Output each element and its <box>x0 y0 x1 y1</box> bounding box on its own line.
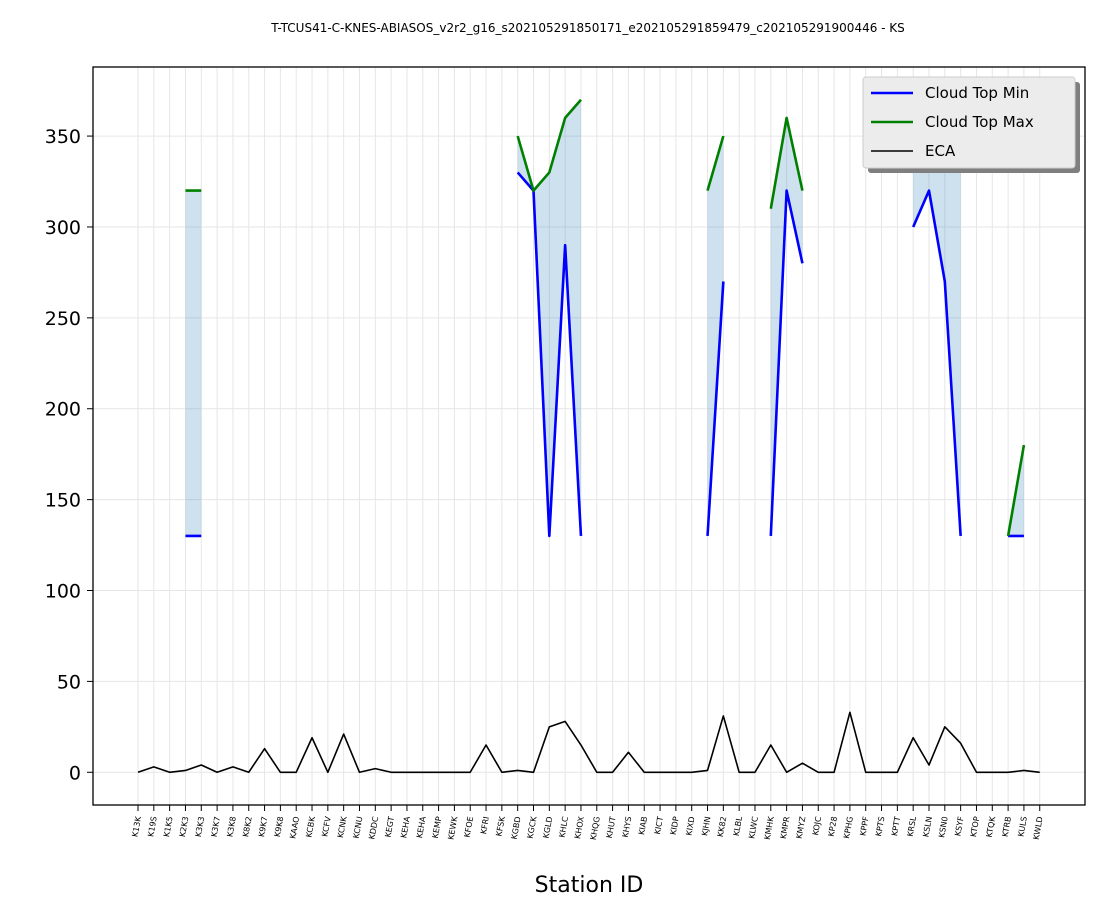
x-tick-label: KCBK <box>304 815 317 838</box>
x-tick-label: KTQK <box>985 815 998 838</box>
x-tick-label: KMHK <box>763 815 776 840</box>
x-tick-label: K2K3 <box>178 816 190 838</box>
x-axis-label: Station ID <box>535 873 644 898</box>
x-tick-label: KHYS <box>621 816 634 838</box>
x-tick-label: K8K2 <box>241 816 253 838</box>
y-tick-label: 300 <box>45 217 81 239</box>
x-tick-label: KWLD <box>1032 816 1045 841</box>
x-tick-label: KGCK <box>526 815 539 839</box>
x-tick-label: KMPR <box>779 815 792 839</box>
x-tick-label: KTOP <box>969 816 981 838</box>
x-axis: K13K K19S K1K5 K2K3 K3K3 K3K7 K3K8 K8K2 K9K7 K9K8… <box>131 805 1045 841</box>
x-tick-label: KSLN <box>922 816 934 838</box>
x-tick-label: K3K8 <box>225 816 237 838</box>
x-tick-label: KGBD <box>510 816 523 840</box>
x-tick-label: KIDP <box>669 816 681 836</box>
x-tick-label: KRSL <box>906 815 918 837</box>
x-tick-label: K9K8 <box>273 816 285 838</box>
series-line <box>706 281 725 537</box>
x-tick-label: KLWC <box>747 815 760 839</box>
x-tick-label: KULS <box>1016 816 1028 838</box>
x-tick-label: KIXD <box>684 816 696 837</box>
x-tick-label: KEGT <box>384 816 397 838</box>
x-tick-label: KEWK <box>446 815 459 840</box>
x-tick-label: KHOX <box>573 815 586 839</box>
series-line <box>516 98 582 192</box>
plot-frame <box>92 66 1086 806</box>
y-tick-label: 150 <box>45 490 81 512</box>
x-tick-label: KHLC <box>558 815 571 838</box>
y-tick-label: 250 <box>45 308 81 330</box>
x-tick-label: KLBL <box>732 815 744 836</box>
x-tick-label: KOJC <box>811 815 823 836</box>
x-tick-label: KJHN <box>700 816 712 837</box>
x-tick-label: K9K7 <box>257 816 269 838</box>
series-line <box>911 189 962 537</box>
x-tick-label: KCFV <box>320 815 333 837</box>
legend: Cloud Top Min Cloud Top Max ECA <box>862 76 1080 173</box>
series-line <box>137 711 1040 774</box>
x-tick-label: KPTS <box>874 816 886 837</box>
series-line <box>1006 444 1026 537</box>
y-tick-label: 350 <box>45 126 81 148</box>
x-tick-label: KHQG <box>589 816 602 841</box>
legend-label: Cloud Top Max <box>925 113 1034 131</box>
range-band <box>185 190 202 536</box>
x-tick-label: KMYZ <box>795 815 808 839</box>
x-tick-label: KCNU <box>352 816 365 840</box>
legend-label: Cloud Top Min <box>925 84 1029 102</box>
y-axis: 0 50 100 150 200 250 300 350 <box>45 126 93 784</box>
x-tick-label: KPPF <box>858 815 870 836</box>
legend-label: ECA <box>925 142 956 160</box>
y-tick-label: 0 <box>69 762 81 784</box>
series-line <box>706 135 725 191</box>
x-tick-label: KDDC <box>367 815 380 840</box>
x-tick-label: K3K3 <box>194 816 206 838</box>
x-tick-label: KSN0 <box>937 816 950 839</box>
range-band <box>707 136 724 536</box>
x-tick-label: KTRB <box>1001 816 1013 838</box>
series-line <box>769 116 804 210</box>
x-tick-label: K19S <box>146 816 158 838</box>
y-tick-label: 100 <box>45 581 81 603</box>
x-tick-label: KSYF <box>953 815 965 836</box>
x-tick-label: KEHA <box>415 815 428 839</box>
x-tick-label: KPHG <box>842 816 855 840</box>
x-tick-label: KFRI <box>479 816 491 835</box>
x-tick-label: KIAB <box>637 816 649 836</box>
x-tick-label: KAAO <box>288 816 301 840</box>
x-tick-label: KEMP <box>431 816 444 839</box>
x-tick-label: KK82 <box>716 816 728 838</box>
y-tick-label: 200 <box>45 399 81 421</box>
x-tick-label: KICT <box>653 816 665 835</box>
x-tick-label: KP28 <box>827 816 839 838</box>
x-tick-label: K3K7 <box>210 816 222 838</box>
x-tick-label: KHUT <box>605 816 618 839</box>
grid <box>93 67 1085 805</box>
x-tick-label: KFSK <box>494 815 506 837</box>
legend-box <box>862 76 1076 169</box>
series-line <box>516 171 583 538</box>
series-line <box>769 189 804 537</box>
series <box>137 98 1040 774</box>
x-tick-label: KPTT <box>890 816 902 837</box>
y-tick-label: 50 <box>57 671 81 693</box>
x-tick-label: KCNK <box>336 815 349 839</box>
x-tick-label: KFOE <box>463 816 476 838</box>
x-tick-label: K1K5 <box>162 816 174 838</box>
range-band <box>913 99 961 536</box>
x-tick-label: K13K <box>131 815 144 838</box>
x-tick-label: KEHA <box>399 815 412 839</box>
range-band <box>517 99 581 536</box>
x-tick-label: KGLD <box>542 816 555 839</box>
chart-title: T-TCUS41-C-KNES-ABIASOS_v2r2_g16_s202105… <box>270 21 905 35</box>
